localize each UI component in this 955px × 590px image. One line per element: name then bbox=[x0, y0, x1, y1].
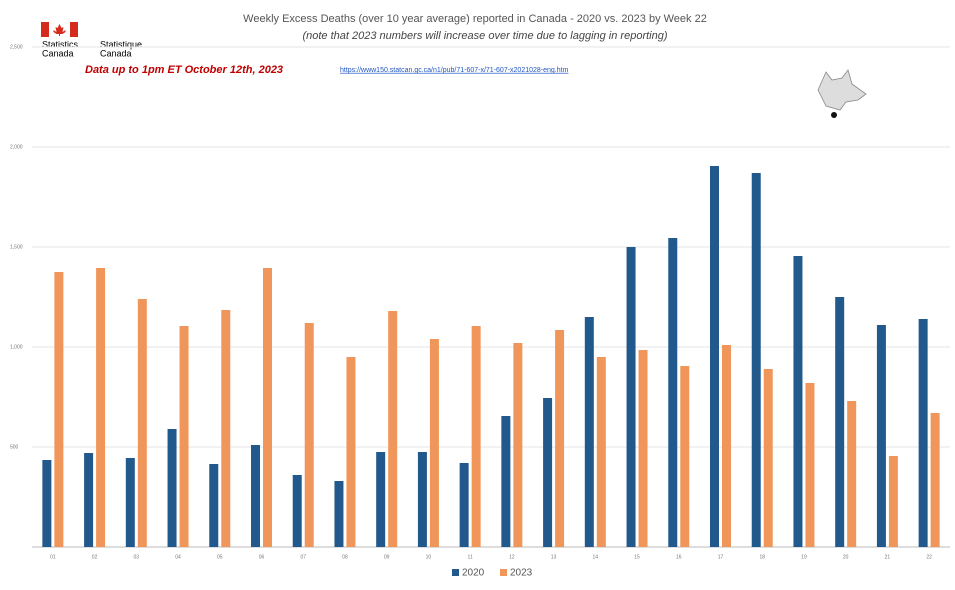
x-tick-label: 09 bbox=[384, 554, 390, 560]
maple-leaf bbox=[53, 24, 66, 36]
chart-title: Weekly Excess Deaths (over 10 year avera… bbox=[243, 13, 707, 25]
bar bbox=[137, 299, 147, 547]
bar bbox=[888, 456, 898, 547]
x-tick-label: 03 bbox=[134, 554, 140, 560]
bar bbox=[555, 330, 565, 547]
bar bbox=[209, 464, 219, 547]
bar bbox=[346, 357, 356, 547]
bar bbox=[501, 416, 511, 547]
bar bbox=[876, 325, 886, 547]
bar bbox=[459, 463, 469, 547]
x-tick-label: 02 bbox=[92, 554, 98, 560]
bar bbox=[471, 326, 481, 547]
bar bbox=[668, 238, 678, 547]
bar bbox=[805, 383, 815, 547]
bar bbox=[263, 268, 272, 547]
annotation: Data up to 1pm ET October 12th, 2023 bbox=[85, 64, 283, 76]
bar bbox=[543, 398, 553, 547]
bar bbox=[584, 317, 594, 547]
bar bbox=[125, 458, 135, 547]
bar bbox=[626, 247, 636, 547]
bar bbox=[334, 481, 344, 547]
legend-swatch bbox=[452, 569, 459, 576]
bar bbox=[930, 413, 940, 547]
bar bbox=[751, 173, 761, 547]
x-tick-label: 18 bbox=[759, 554, 765, 560]
bar bbox=[596, 357, 606, 547]
y-tick-label: 1,500 bbox=[10, 244, 23, 250]
x-tick-label: 17 bbox=[718, 554, 724, 560]
bar bbox=[179, 326, 189, 547]
bar bbox=[221, 310, 231, 547]
x-tick-label: 21 bbox=[885, 554, 891, 560]
x-tick-label: 11 bbox=[468, 554, 473, 560]
x-tick-label: 01 bbox=[50, 554, 56, 560]
logo-text: Canada bbox=[100, 48, 132, 58]
x-tick-label: 10 bbox=[426, 554, 432, 560]
x-tick-label: 15 bbox=[634, 554, 640, 560]
bar bbox=[763, 369, 773, 547]
x-tick-label: 19 bbox=[801, 554, 807, 560]
y-tick-label: 2,000 bbox=[10, 144, 23, 150]
bar bbox=[54, 272, 64, 547]
source-link[interactable]: https://www150.statcan.gc.ca/n1/pub/71-6… bbox=[340, 67, 569, 74]
bar bbox=[417, 452, 427, 547]
flag-band bbox=[41, 22, 49, 37]
bar bbox=[638, 350, 648, 547]
x-tick-label: 13 bbox=[551, 554, 557, 560]
logo-text: Canada bbox=[42, 48, 74, 58]
wolf-icon bbox=[817, 69, 867, 118]
legend-swatch bbox=[500, 569, 507, 576]
bar bbox=[918, 319, 928, 547]
flag-band bbox=[70, 22, 78, 37]
y-tick-label: 1,000 bbox=[10, 344, 23, 350]
x-tick-label: 20 bbox=[843, 554, 849, 560]
x-tick-label: 16 bbox=[676, 554, 682, 560]
bar bbox=[304, 323, 314, 547]
bar bbox=[292, 475, 302, 547]
y-tick-label: 500 bbox=[10, 444, 19, 450]
logo: Statistics Statistique Canada Canada bbox=[41, 22, 142, 58]
bar bbox=[513, 343, 523, 547]
bar bbox=[167, 429, 177, 547]
bar bbox=[429, 339, 439, 547]
legend-label: 2023 bbox=[510, 568, 533, 579]
bar bbox=[376, 452, 386, 547]
bar bbox=[680, 366, 690, 547]
wolf-head bbox=[817, 69, 867, 111]
y-tick-label: 2,500 bbox=[10, 44, 23, 50]
legend-label: 2020 bbox=[462, 568, 485, 579]
bar bbox=[42, 460, 52, 547]
x-tick-label: 22 bbox=[926, 554, 932, 560]
logo-text: Statistique bbox=[100, 39, 142, 49]
bar bbox=[710, 166, 719, 547]
bar bbox=[84, 453, 94, 547]
x-tick-label: 07 bbox=[300, 554, 306, 560]
paw bbox=[831, 112, 837, 118]
x-tick-label: 06 bbox=[259, 554, 265, 560]
bar bbox=[388, 311, 398, 547]
chart-subtitle: (note that 2023 numbers will increase ov… bbox=[302, 30, 667, 42]
bar bbox=[793, 256, 803, 547]
x-tick-label: 14 bbox=[593, 554, 599, 560]
bar bbox=[251, 445, 260, 547]
bar bbox=[835, 297, 845, 547]
logo-text: Statistics bbox=[42, 39, 79, 49]
x-tick-label: 12 bbox=[509, 554, 515, 560]
bar bbox=[847, 401, 857, 547]
x-tick-label: 04 bbox=[175, 554, 181, 560]
x-tick-label: 08 bbox=[342, 554, 348, 560]
plot: 500 1,000 1,500 2,000 2,500 01 02 03 04 05 06 07 08 0… bbox=[10, 44, 950, 579]
bar bbox=[96, 268, 106, 547]
bar bbox=[722, 345, 731, 547]
x-tick-label: 05 bbox=[217, 554, 223, 560]
